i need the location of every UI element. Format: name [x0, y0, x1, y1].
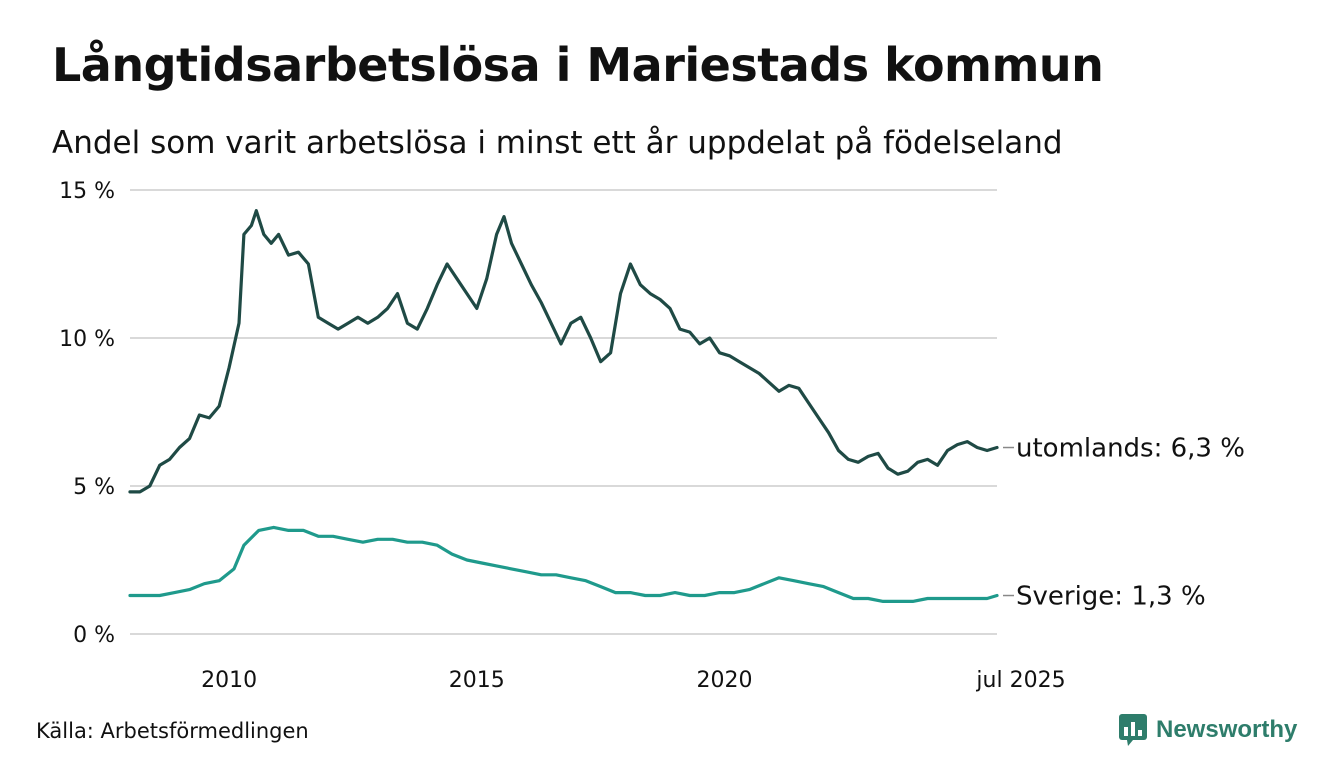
chart-title: Långtidsarbetslösa i Mariestads kommun — [52, 38, 1104, 92]
series-end-label: utomlands: 6,3 % — [1016, 434, 1245, 464]
series-line-sverige — [128, 525, 999, 603]
x-tick-label: 2010 — [201, 668, 257, 693]
newsworthy-logo-text: Newsworthy — [1156, 716, 1298, 743]
source-note: Källa: Arbetsförmedlingen — [36, 719, 309, 743]
y-tick-label: 0 % — [73, 623, 115, 648]
x-tick-label: 2015 — [449, 668, 505, 693]
y-tick-label: 10 % — [59, 327, 115, 352]
newsworthy-logo[interactable]: Newsworthy — [1118, 713, 1297, 747]
y-tick-label: 15 % — [59, 179, 115, 204]
newsworthy-logo-icon — [1119, 714, 1147, 746]
chart-subtitle: Andel som varit arbetslösa i minst ett å… — [52, 125, 1063, 161]
series-line-utomlands — [128, 209, 999, 494]
x-tick-label: 2020 — [697, 668, 753, 693]
y-tick-label: 5 % — [73, 475, 115, 500]
x-tick-label: jul 2025 — [975, 668, 1065, 693]
series-end-label: Sverige: 1,3 % — [1016, 582, 1206, 612]
line-chart: 0 % 5 % 10 % 15 % 2010 2015 2020 jul 2025 utomla… — [59, 179, 1245, 693]
